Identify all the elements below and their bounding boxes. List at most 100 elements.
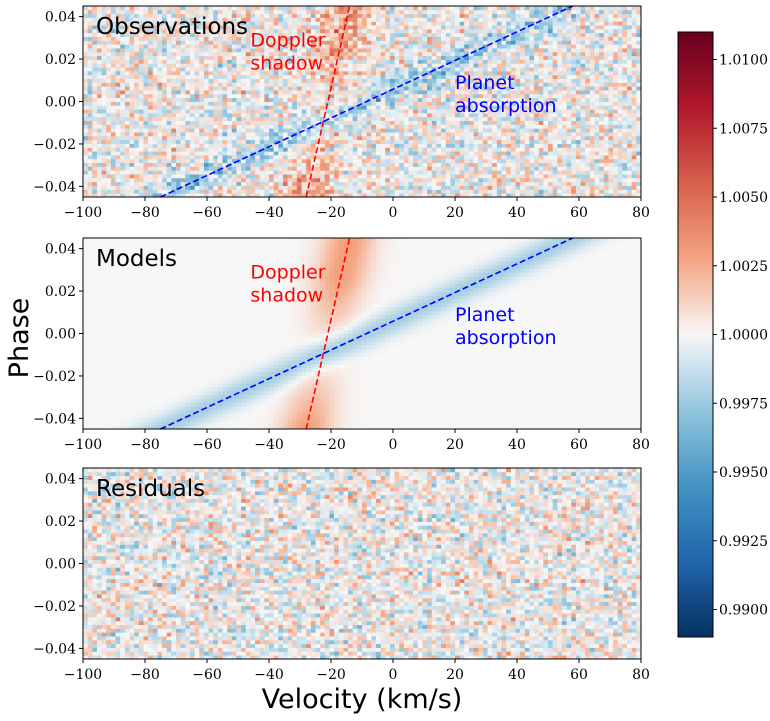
heatmap-cell bbox=[399, 67, 404, 71]
heatmap-cell bbox=[381, 59, 386, 63]
heatmap-cell bbox=[246, 159, 251, 163]
heatmap-cell bbox=[371, 71, 376, 75]
heatmap-cell bbox=[181, 113, 186, 117]
heatmap-cell bbox=[409, 86, 414, 90]
heatmap-cell bbox=[97, 102, 102, 106]
heatmap-cell bbox=[269, 159, 274, 163]
heatmap-cell bbox=[529, 86, 534, 90]
heatmap-cell bbox=[376, 117, 381, 121]
heatmap-cell bbox=[204, 159, 209, 163]
heatmap-cell bbox=[502, 128, 507, 132]
heatmap-cell bbox=[390, 59, 395, 63]
heatmap-cell bbox=[106, 90, 111, 94]
heatmap-cell bbox=[348, 170, 353, 174]
heatmap-cell bbox=[316, 155, 321, 159]
heatmap-cell bbox=[404, 71, 409, 75]
heatmap-cell bbox=[525, 44, 530, 48]
heatmap-cell bbox=[362, 90, 367, 94]
heatmap-cell bbox=[167, 67, 172, 71]
heatmap-cell bbox=[130, 121, 135, 125]
heatmap-cell bbox=[357, 56, 362, 60]
heatmap-cell bbox=[162, 94, 167, 98]
heatmap-cell bbox=[418, 86, 423, 90]
heatmap-cell bbox=[469, 155, 474, 159]
heatmap-cell bbox=[264, 113, 269, 117]
heatmap-cell bbox=[204, 105, 209, 109]
heatmap-cell bbox=[515, 189, 520, 193]
heatmap-cell bbox=[269, 82, 274, 86]
heatmap-cell bbox=[529, 163, 534, 167]
heatmap-cell bbox=[585, 151, 590, 155]
heatmap-cell bbox=[585, 44, 590, 48]
heatmap-cell bbox=[130, 75, 135, 79]
heatmap-cell bbox=[157, 63, 162, 67]
heatmap-cell bbox=[297, 105, 302, 109]
heatmap-cell bbox=[357, 186, 362, 190]
heatmap-cell bbox=[334, 189, 339, 193]
heatmap-cell bbox=[139, 63, 144, 67]
heatmap-cell bbox=[627, 117, 632, 121]
heatmap-cell bbox=[464, 163, 469, 167]
heatmap-cell bbox=[622, 178, 627, 182]
heatmap-cell bbox=[134, 159, 139, 163]
heatmap-cell bbox=[274, 75, 279, 79]
heatmap-cell bbox=[390, 98, 395, 102]
heatmap-cell bbox=[376, 86, 381, 90]
heatmap-cell bbox=[622, 117, 627, 121]
heatmap-cell bbox=[515, 178, 520, 182]
heatmap-cell bbox=[167, 79, 172, 83]
heatmap-cell bbox=[483, 147, 488, 151]
heatmap-cell bbox=[441, 140, 446, 144]
heatmap-cell bbox=[367, 140, 372, 144]
heatmap-cell bbox=[125, 182, 130, 186]
heatmap-cell bbox=[288, 189, 293, 193]
heatmap-cell bbox=[102, 159, 107, 163]
heatmap-cell bbox=[246, 105, 251, 109]
heatmap-cell bbox=[302, 178, 307, 182]
heatmap-cell bbox=[181, 86, 186, 90]
heatmap-cell bbox=[120, 98, 125, 102]
heatmap-cell bbox=[241, 189, 246, 193]
heatmap-cell bbox=[581, 144, 586, 148]
heatmap-cell bbox=[534, 90, 539, 94]
heatmap-cell bbox=[329, 121, 334, 125]
heatmap-cell bbox=[250, 82, 255, 86]
heatmap-cell bbox=[627, 159, 632, 163]
heatmap-cell bbox=[171, 151, 176, 155]
heatmap-cell bbox=[604, 109, 609, 113]
heatmap-cell bbox=[125, 166, 130, 170]
heatmap-cell bbox=[236, 132, 241, 136]
heatmap-cell bbox=[167, 71, 172, 75]
heatmap-cell bbox=[218, 189, 223, 193]
heatmap-cell bbox=[362, 186, 367, 190]
heatmap-cell bbox=[409, 109, 414, 113]
heatmap-cell bbox=[185, 86, 190, 90]
heatmap-cell bbox=[190, 98, 195, 102]
heatmap-cell bbox=[139, 155, 144, 159]
heatmap-cell bbox=[422, 109, 427, 113]
heatmap-cell bbox=[520, 182, 525, 186]
heatmap-cell bbox=[232, 82, 237, 86]
heatmap-cell bbox=[371, 132, 376, 136]
heatmap-cell bbox=[618, 98, 623, 102]
heatmap-cell bbox=[525, 147, 530, 151]
heatmap-cell bbox=[162, 102, 167, 106]
heatmap-cell bbox=[427, 86, 432, 90]
heatmap-cell bbox=[404, 159, 409, 163]
heatmap-cell bbox=[176, 163, 181, 167]
heatmap-cell bbox=[529, 48, 534, 52]
heatmap-cell bbox=[148, 117, 153, 121]
heatmap-cell bbox=[413, 170, 418, 174]
heatmap-cell bbox=[469, 189, 474, 193]
heatmap-cell bbox=[534, 117, 539, 121]
heatmap-cell bbox=[181, 170, 186, 174]
heatmap-cell bbox=[227, 71, 232, 75]
heatmap-cell bbox=[622, 147, 627, 151]
heatmap-cell bbox=[162, 52, 167, 56]
heatmap-cell bbox=[148, 67, 153, 71]
heatmap-cell bbox=[334, 128, 339, 132]
heatmap-cell bbox=[88, 121, 93, 125]
heatmap-cell bbox=[213, 82, 218, 86]
heatmap-cell bbox=[325, 75, 330, 79]
heatmap-cell bbox=[167, 144, 172, 148]
